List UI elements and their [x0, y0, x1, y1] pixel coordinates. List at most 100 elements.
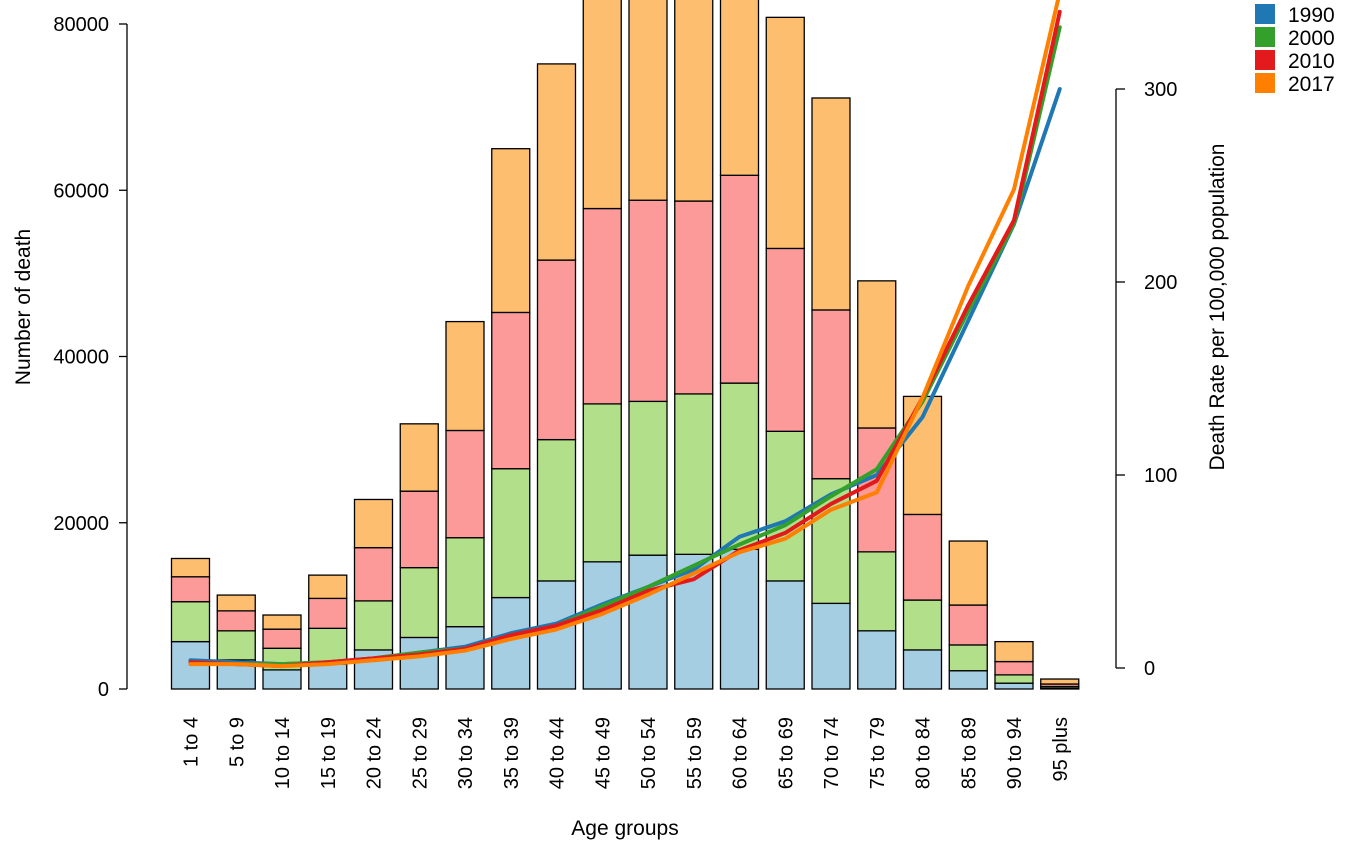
bar-40-to-44-2010 — [536, 259, 577, 441]
bar-70-to-74-1990 — [811, 602, 851, 690]
y-axis-title: Number of death — [12, 229, 35, 385]
legend-swatch-2010 — [1255, 50, 1275, 70]
bar-1-to-4-2010 — [170, 576, 211, 603]
right-axis-tick-label: 200 — [1144, 272, 1177, 294]
bar-25-to-29-2010 — [399, 490, 439, 569]
bar-45-to-49-2010 — [582, 207, 622, 405]
x-axis-title: Age groups — [571, 817, 678, 840]
x-tick-label-70-to-74: 70 to 74 — [821, 717, 843, 789]
x-tick-label-5-to-9: 5 to 9 — [226, 717, 248, 767]
bar-30-to-34-1990 — [445, 626, 485, 690]
bar-1-to-4-2017 — [170, 557, 211, 578]
bar-80-to-84-2010 — [902, 513, 943, 601]
bar-70-to-74-2010 — [811, 309, 851, 480]
legend-swatch-2000 — [1255, 27, 1275, 47]
legend-label-2010: 2010 — [1288, 50, 1335, 73]
bar-65-to-69-2010 — [765, 247, 805, 432]
legend-swatch-2017 — [1255, 73, 1275, 93]
x-tick-label-15-to-19: 15 to 19 — [318, 717, 340, 789]
bar-35-to-39-2000 — [491, 468, 531, 599]
legend-label-1990: 1990 — [1288, 4, 1335, 27]
bar-55-to-59-2000 — [674, 393, 714, 555]
bars-layer — [170, 0, 1080, 690]
x-tick-label-55-to-59: 55 to 59 — [684, 717, 706, 789]
x-tick-label-1-to-4: 1 to 4 — [181, 717, 203, 767]
bar-1-to-4-2000 — [170, 601, 211, 643]
bar-80-to-84-2000 — [902, 599, 943, 651]
x-tick-label-60-to-64: 60 to 64 — [730, 717, 752, 789]
x-tick-label-85-to-89: 85 to 89 — [958, 717, 980, 789]
bar-35-to-39-2017 — [491, 148, 531, 314]
bar-25-to-29-2017 — [399, 423, 439, 492]
bar-5-to-9-2017 — [216, 594, 256, 612]
bar-45-to-49-2000 — [582, 403, 622, 563]
x-tick-label-40-to-44: 40 to 44 — [547, 717, 569, 789]
bar-35-to-39-2010 — [491, 311, 531, 470]
left-axis-tick-label: 80000 — [53, 14, 109, 36]
bar-15-to-19-2010 — [308, 597, 348, 629]
bar-65-to-69-2000 — [765, 430, 805, 582]
lines-layer — [188, 0, 1062, 669]
legend-label-2017: 2017 — [1288, 73, 1335, 96]
right-axis-tick-label: 100 — [1144, 465, 1177, 487]
bar-55-to-59-2010 — [674, 200, 714, 395]
x-tick-label-65-to-69: 65 to 69 — [775, 717, 797, 789]
bar-20-to-24-2000 — [353, 600, 394, 651]
bar-90-to-94-2017 — [994, 640, 1034, 663]
bar-15-to-19-2000 — [308, 627, 348, 665]
bar-25-to-29-1990 — [399, 636, 439, 690]
x-tick-label-75-to-79: 75 to 79 — [867, 717, 889, 789]
bar-30-to-34-2017 — [445, 320, 485, 432]
bar-90-to-94-1990 — [994, 682, 1034, 690]
bar-75-to-79-2017 — [857, 280, 897, 429]
bar-40-to-44-1990 — [536, 580, 577, 690]
bar-60-to-64-2010 — [719, 174, 760, 384]
right-axis-tick-label: 0 — [1144, 658, 1155, 680]
x-tick-label-90-to-94: 90 to 94 — [1004, 717, 1026, 789]
bar-90-to-94-2010 — [994, 660, 1034, 676]
bar-80-to-84-1990 — [902, 649, 943, 690]
bar-70-to-74-2017 — [811, 97, 851, 311]
bar-85-to-89-2000 — [948, 644, 988, 672]
bar-50-to-54-2000 — [628, 400, 668, 556]
bar-40-to-44-2017 — [536, 63, 577, 261]
bar-30-to-34-2000 — [445, 537, 485, 628]
bar-60-to-64-2017 — [719, 0, 760, 176]
bar-60-to-64-2000 — [719, 382, 760, 551]
x-axis-tick-labels: 1 to 4 5 to 9 10 to 14 15 to 19 20 to 24 25 t… — [181, 717, 1072, 789]
bar-5-to-9-2000 — [216, 630, 256, 661]
x-tick-label-95-plus: 95 plus — [1050, 717, 1072, 782]
bar-55-to-59-1990 — [674, 553, 714, 690]
right-axis-tick-label: 300 — [1144, 79, 1177, 101]
left-y-axis: 0 20000 40000 60000 80000 — [53, 14, 128, 701]
left-axis-tick-label: 0 — [98, 679, 109, 701]
x-tick-label-10-to-14: 10 to 14 — [272, 717, 294, 789]
bar-75-to-79-1990 — [857, 630, 897, 690]
bar-65-to-69-1990 — [765, 580, 805, 690]
rate-line-2017 — [188, 0, 1061, 669]
bar-90-to-94-2000 — [994, 674, 1034, 684]
bar-50-to-54-2017 — [628, 0, 668, 201]
x-tick-label-20-to-24: 20 to 24 — [364, 717, 386, 789]
legend-swatch-1990 — [1255, 4, 1275, 24]
x-tick-label-50-to-54: 50 to 54 — [638, 717, 660, 789]
x-tick-label-35-to-39: 35 to 39 — [501, 717, 523, 789]
bar-45-to-49-1990 — [582, 561, 622, 690]
bar-5-to-9-2010 — [216, 610, 256, 632]
bar-10-to-14-2010 — [262, 628, 302, 649]
bar-40-to-44-2000 — [536, 438, 577, 582]
bar-45-to-49-2017 — [582, 0, 622, 210]
bar-50-to-54-1990 — [628, 554, 668, 690]
x-tick-label-45-to-49: 45 to 49 — [592, 717, 614, 789]
bar-15-to-19-2017 — [308, 574, 348, 600]
x-tick-label-80-to-84: 80 to 84 — [913, 717, 935, 789]
bar-10-to-14-2017 — [262, 614, 302, 630]
bar-85-to-89-2017 — [948, 540, 988, 606]
bar-85-to-89-1990 — [948, 670, 988, 690]
bar-30-to-34-2010 — [445, 429, 485, 539]
bar-65-to-69-2017 — [765, 16, 805, 250]
left-axis-tick-label: 60000 — [53, 180, 109, 202]
bar-25-to-29-2000 — [399, 566, 439, 639]
